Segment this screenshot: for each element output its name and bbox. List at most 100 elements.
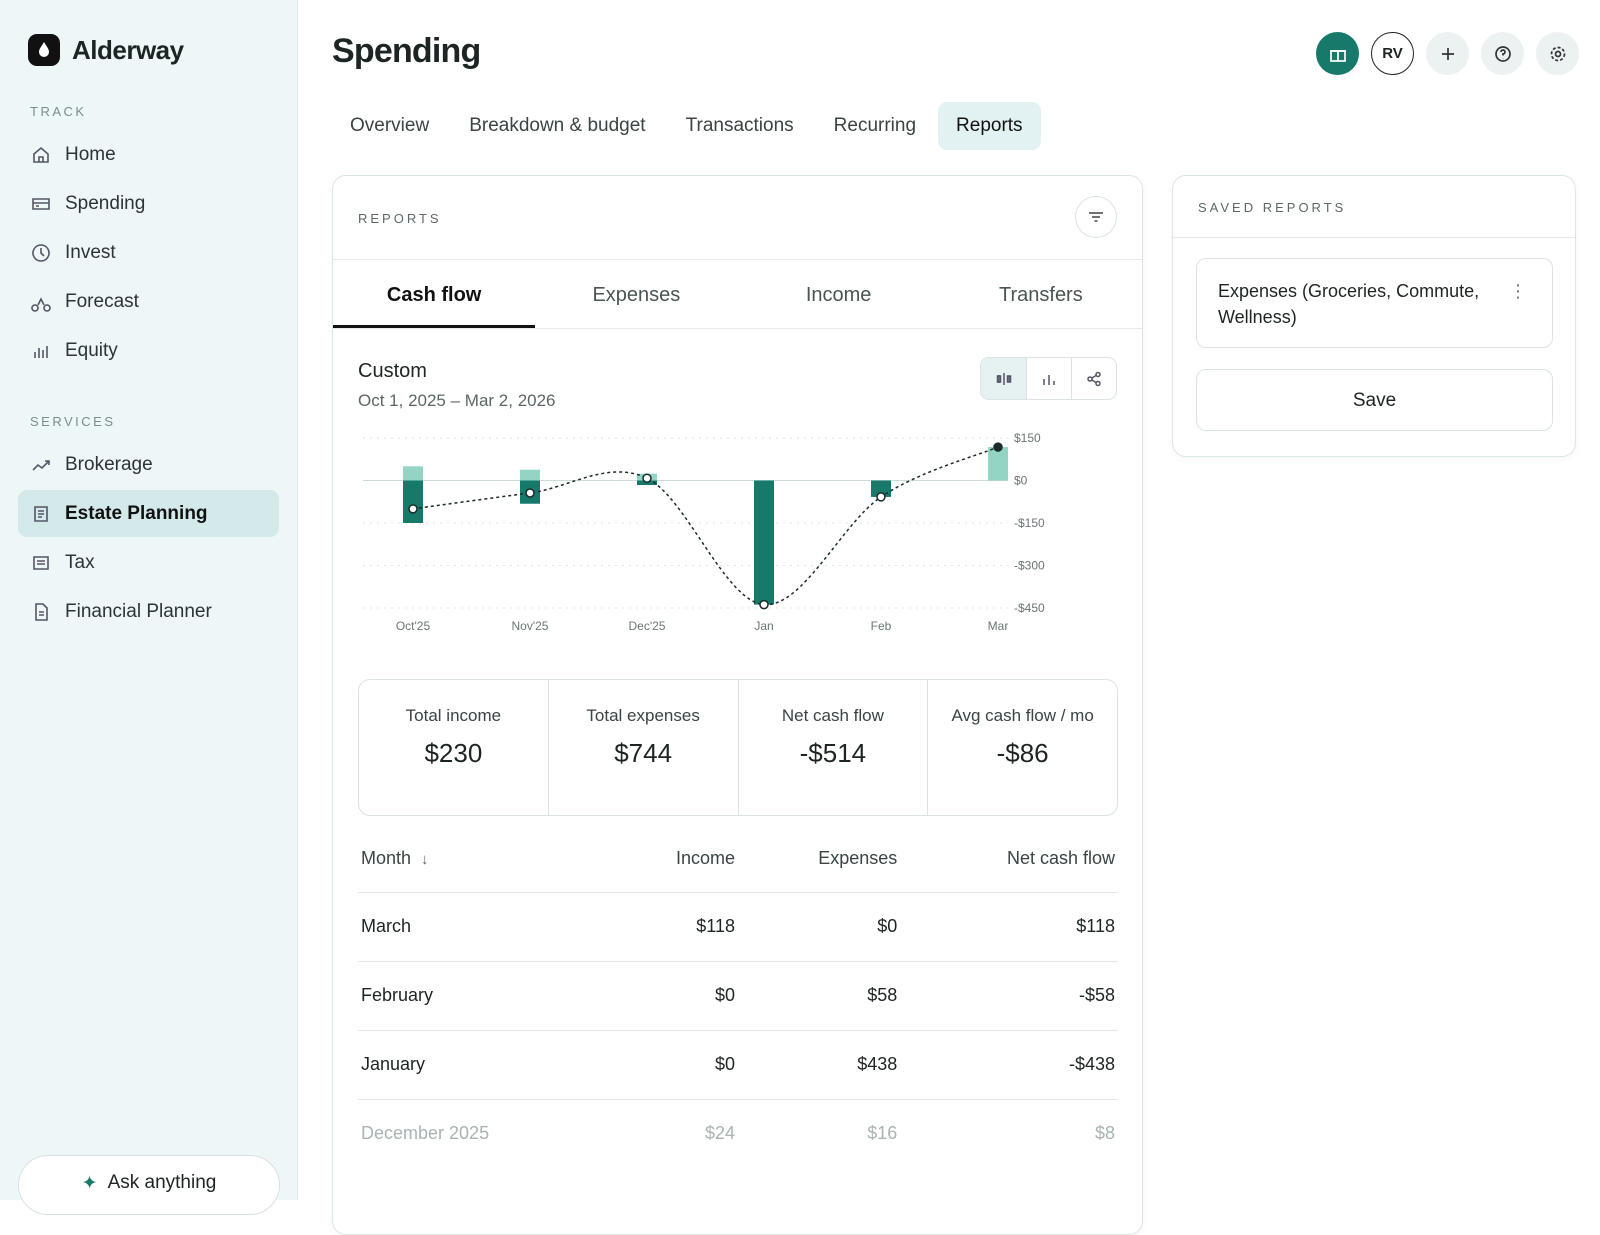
bar <box>520 469 540 481</box>
saved-heading: SAVED REPORTS <box>1198 200 1347 215</box>
bar <box>754 480 774 605</box>
toolbar: RV <box>1316 32 1579 75</box>
column-label: Income <box>675 848 735 869</box>
bar <box>988 447 1008 481</box>
tab-bar: Overview Breakdown & budget Transactions Re… <box>332 102 1041 150</box>
column-header[interactable]: Month ↓ <box>358 826 614 892</box>
nav-list: TRACK Home Spending Invest Forecast Equity SER… <box>0 104 297 637</box>
nav-item[interactable]: Home <box>18 131 279 178</box>
table-row: January $0 $438 -$438 <box>358 1029 1118 1099</box>
save-button[interactable]: Save <box>1196 369 1553 431</box>
logo <box>28 34 60 66</box>
column-label: Month <box>361 848 412 869</box>
nav-label: Brokerage <box>65 453 153 475</box>
gift-button[interactable] <box>1316 32 1359 75</box>
table-cell: $16 <box>737 1098 901 1168</box>
x-tick-label: Jan <box>754 619 773 633</box>
settings-button[interactable] <box>1536 32 1579 75</box>
summary-value: -$86 <box>996 738 1049 768</box>
nav-icon <box>32 243 50 262</box>
brand-name: Alderway <box>72 34 184 65</box>
nav-item[interactable]: Invest <box>18 229 279 276</box>
saved-item-label: Expenses (Groceries, Commute, Wellness) <box>1218 281 1480 327</box>
section-heading: TRACK <box>30 104 87 119</box>
nav-label: Forecast <box>65 290 139 312</box>
reports-card: REPORTS Cash flow Expenses Income Transfers… <box>332 175 1143 1235</box>
add-button[interactable] <box>1426 32 1469 75</box>
ask-button[interactable]: ✦ Ask anything <box>18 1155 280 1215</box>
net-point <box>876 492 886 502</box>
summary-value: $230 <box>424 738 483 768</box>
nav-label: Financial Planner <box>65 600 212 622</box>
help-button[interactable] <box>1481 32 1524 75</box>
avatar[interactable]: RV <box>1371 32 1414 75</box>
report-tab[interactable]: Transfers <box>999 284 1083 306</box>
sort-icon: ↓ <box>421 851 429 869</box>
table-row: February $0 $58 -$58 <box>358 960 1118 1030</box>
column-header: Income <box>614 826 738 892</box>
range-title: Custom <box>358 360 427 382</box>
table-cell: $0 <box>613 960 738 1030</box>
column-header: Expenses <box>738 826 900 892</box>
range: Oct 1, 2025 – Mar 2, 2026 <box>358 391 556 410</box>
table-cell: $118 <box>613 891 738 961</box>
column-label: Net cash flow <box>1006 848 1115 869</box>
view-cashflow[interactable] <box>981 358 1026 399</box>
x-tick-label: Dec'25 <box>629 619 666 633</box>
saved-reports-card: SAVED REPORTS Expenses (Groceries, Commu… <box>1172 175 1576 457</box>
tab[interactable]: Recurring <box>833 115 917 136</box>
bar <box>403 480 423 523</box>
y-tick-label: -$150 <box>1014 516 1045 530</box>
nav-item[interactable]: Equity <box>18 327 279 374</box>
tab[interactable]: Reports <box>938 102 1041 150</box>
report-tab[interactable]: Income <box>805 284 872 306</box>
net-point <box>525 488 535 498</box>
table-cell: $0 <box>737 891 901 961</box>
filter-button[interactable] <box>1075 196 1117 238</box>
tab[interactable]: Overview <box>350 115 430 136</box>
nav-label: Estate Planning <box>65 502 208 524</box>
sidebar: Alderway TRACK Home Spending Invest Forecast… <box>0 0 298 1215</box>
table-cell: $438 <box>737 1029 901 1099</box>
tab[interactable]: Breakdown & budget <box>469 115 646 136</box>
table-cell: January <box>358 1029 614 1099</box>
reports-heading: REPORTS <box>358 211 442 226</box>
nav-item[interactable]: Financial Planner <box>18 588 279 635</box>
view-switch <box>980 357 1117 400</box>
summary-label: Net cash flow <box>781 706 884 725</box>
net-line <box>412 446 999 606</box>
y-tick-label: $150 <box>1014 431 1041 445</box>
view-bars[interactable] <box>1026 358 1071 399</box>
table-header: Month ↓ Income Expenses Net cash flow <box>358 826 1118 892</box>
nav-item[interactable]: Brokerage <box>18 441 279 488</box>
table-cell: -$58 <box>900 960 1118 1030</box>
tab[interactable]: Transactions <box>685 115 794 136</box>
nav-item[interactable]: Spending <box>18 180 279 227</box>
brand: Alderway <box>28 34 184 66</box>
nav-label: Tax <box>65 551 95 573</box>
summary-cell: Total expenses $744 <box>547 680 738 815</box>
column-header: Net cash flow <box>900 826 1118 892</box>
nav-icon <box>31 296 51 312</box>
nav-icon <box>32 459 50 471</box>
nav-icon <box>33 555 49 570</box>
table-cell: $58 <box>737 960 901 1030</box>
bar <box>403 466 423 481</box>
column-label: Expenses <box>818 848 898 869</box>
nav-icon <box>32 197 50 210</box>
summary-value: $744 <box>614 738 673 768</box>
y-tick-label: -$300 <box>1014 559 1045 573</box>
page-title: Spending <box>332 32 481 70</box>
report-tab[interactable]: Cash flow <box>333 260 536 328</box>
nav-icon <box>33 146 49 163</box>
month-table: Month ↓ Income Expenses Net cash flow March $1… <box>358 826 1118 1168</box>
nav-item[interactable]: Forecast <box>18 278 279 325</box>
ask-label: Ask anything <box>107 1172 217 1193</box>
report-tab[interactable]: Expenses <box>592 284 681 306</box>
table-row: December 2025 $24 $16 $8 <box>358 1098 1118 1168</box>
share[interactable] <box>1071 358 1116 399</box>
nav-item[interactable]: Tax <box>18 539 279 586</box>
saved-item[interactable]: Expenses (Groceries, Commute, Wellness) ⋮ <box>1196 258 1553 348</box>
nav-item[interactable]: Estate Planning <box>18 490 279 537</box>
